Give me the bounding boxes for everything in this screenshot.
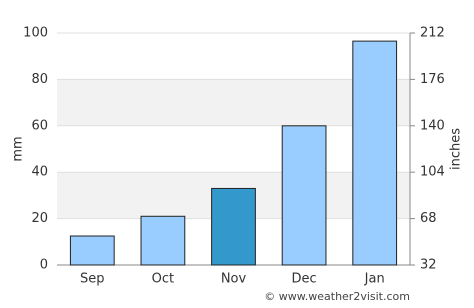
x-tick-label: Jan — [364, 272, 385, 287]
x-tick-label: Nov — [221, 272, 247, 287]
bar — [69, 235, 115, 266]
y2-tick-label: 32 — [420, 258, 437, 273]
bar — [211, 187, 256, 266]
y2-tick-label: 176 — [420, 72, 445, 87]
bar — [281, 125, 327, 266]
y-tick-label: 0 — [40, 258, 48, 273]
y2-tick-label: 68 — [420, 211, 437, 226]
y-tick-label: 60 — [31, 118, 48, 133]
y2-tick-label: 140 — [420, 118, 445, 133]
y-tick-label: 80 — [31, 72, 48, 87]
y-axis-label: mm — [11, 136, 26, 161]
y2-tick-label: 212 — [420, 26, 445, 41]
y2-axis-label: inches — [449, 128, 464, 170]
grid-band — [57, 79, 410, 126]
bar — [140, 215, 186, 266]
y-tick-label: 40 — [31, 165, 48, 180]
y-tick-label: 100 — [23, 26, 48, 41]
y-tick-label: 20 — [31, 211, 48, 226]
footer: © www.weather2visit.com — [264, 290, 410, 303]
x-tick-label: Dec — [292, 272, 317, 287]
x-tick-label: Sep — [80, 272, 105, 287]
bar — [352, 40, 398, 266]
y2-tick-label: 104 — [420, 165, 445, 180]
x-tick-label: Oct — [152, 272, 174, 287]
